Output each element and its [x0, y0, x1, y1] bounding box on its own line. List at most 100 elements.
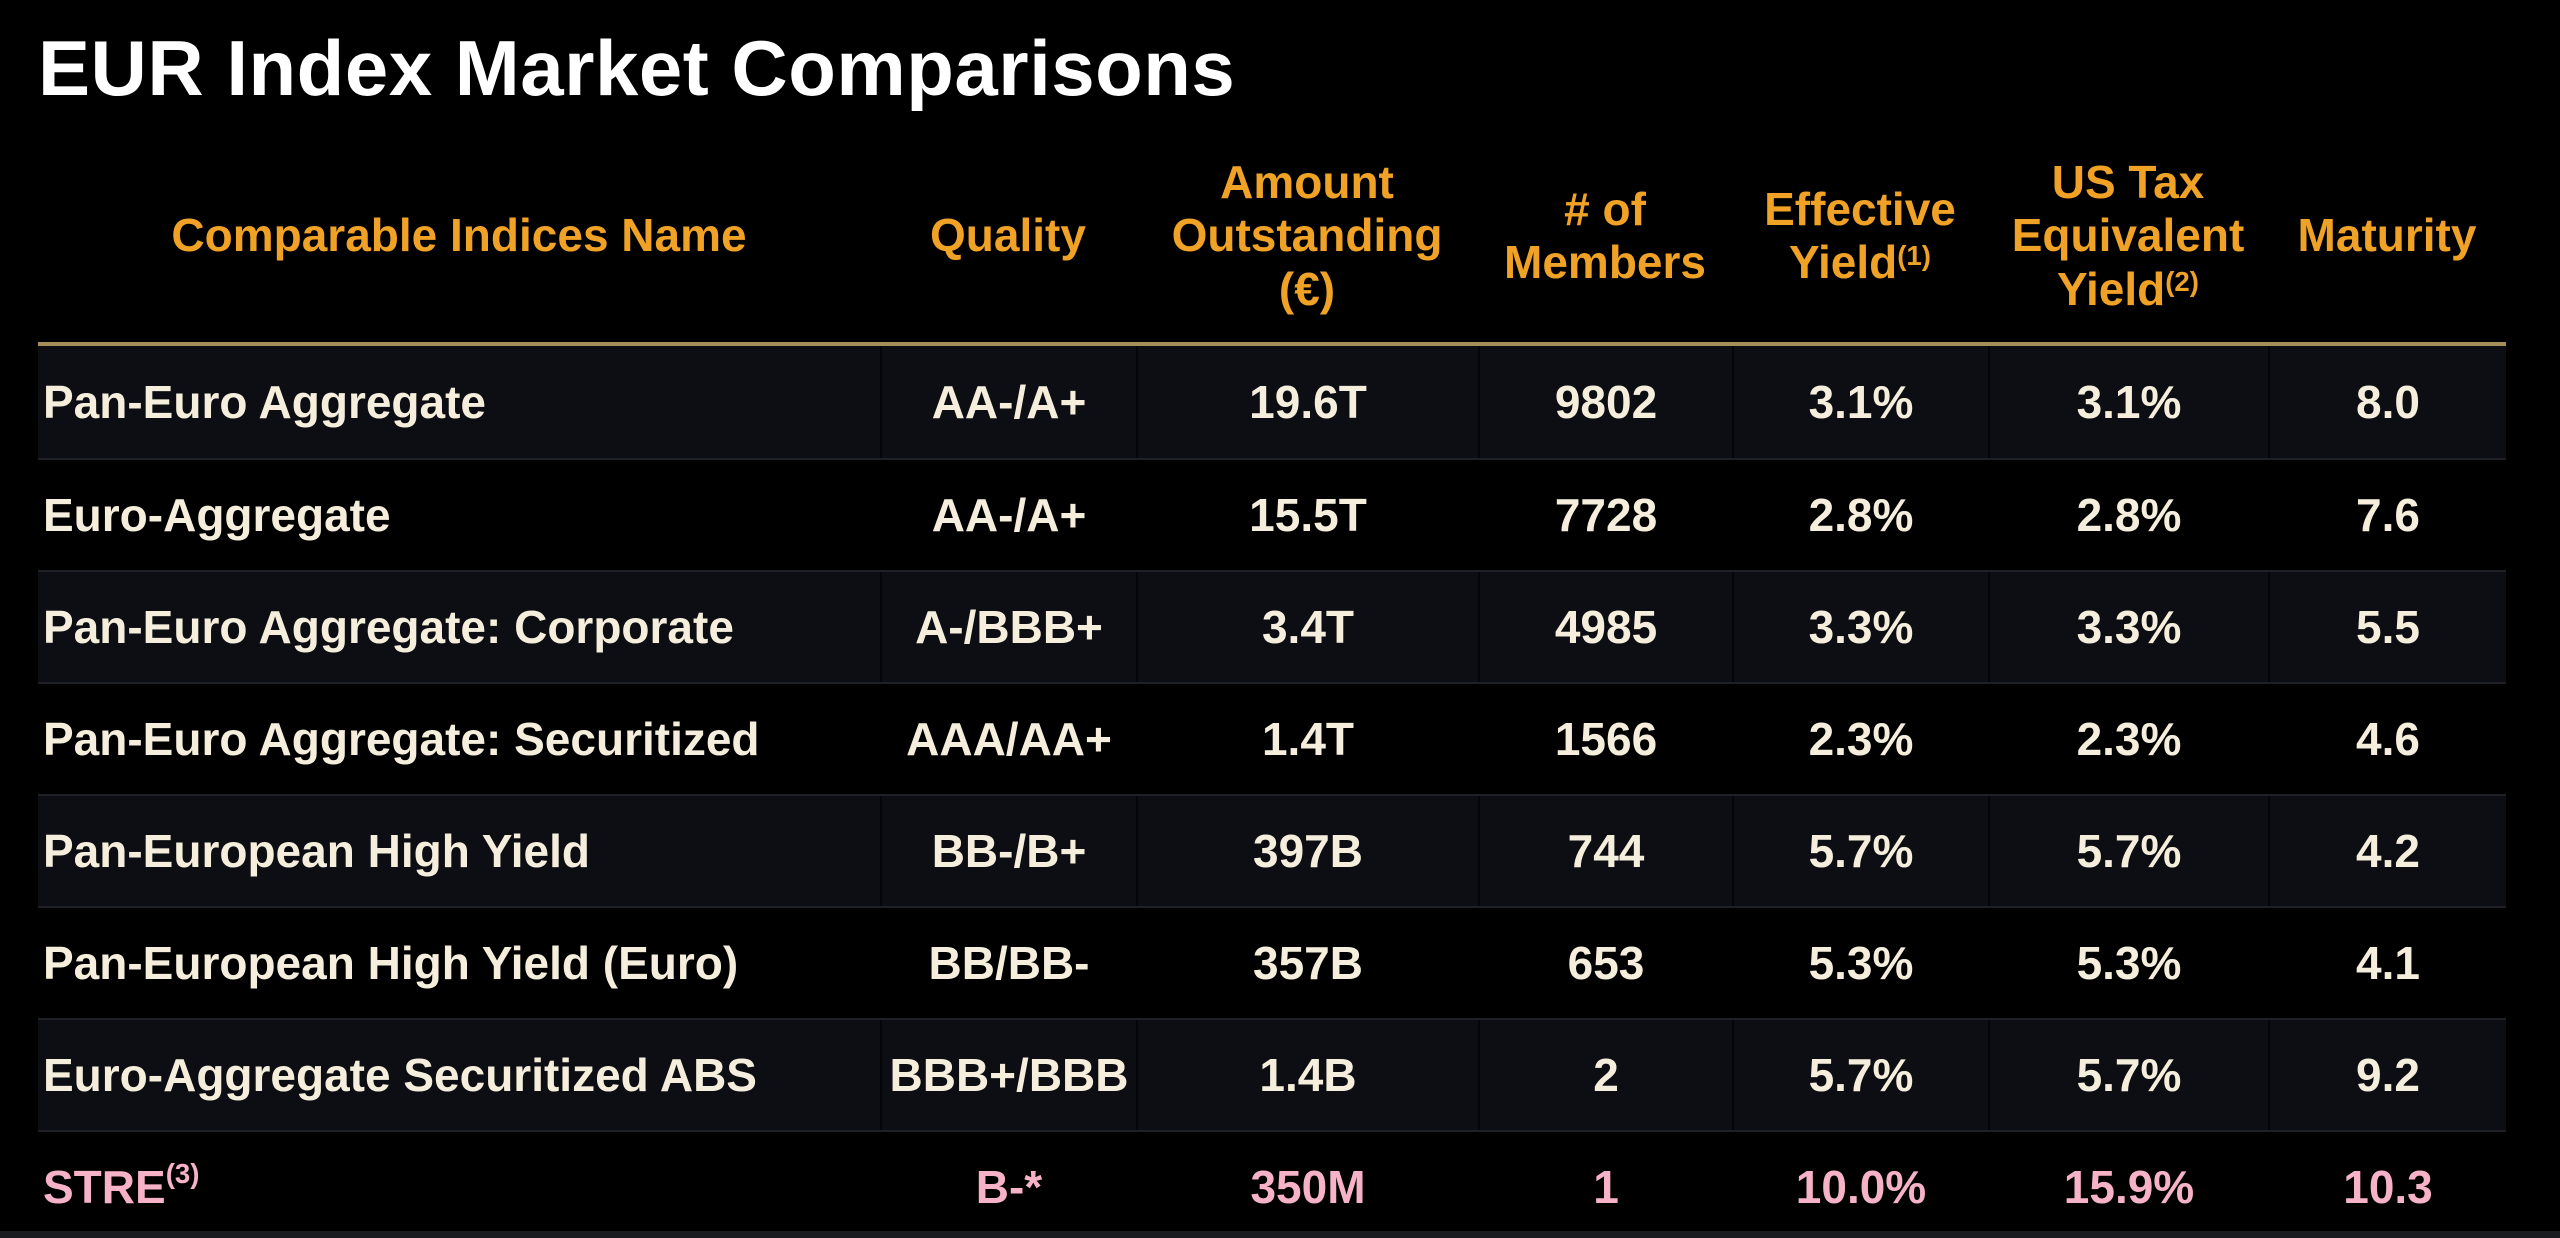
cell-effective_yield: 3.3% — [1732, 572, 1988, 682]
cell-maturity: 4.6 — [2268, 684, 2506, 794]
cell-value: BBB+/BBB — [889, 1049, 1129, 1101]
cell-us_tax_equivalent_yield: 5.3% — [1988, 908, 2268, 1018]
cell-members: 2 — [1478, 1020, 1732, 1130]
comparison-table: Comparable Indices Name Quality Amount Out… — [38, 130, 2506, 1238]
cell-quality: BB-/B+ — [880, 796, 1136, 906]
cell-us_tax_equivalent_yield: 3.1% — [1988, 346, 2268, 458]
cell-value: STRE — [43, 1161, 166, 1213]
cell-value: 3.3% — [2076, 601, 2182, 653]
cell-value: 1 — [1593, 1161, 1619, 1213]
cell-value: A-/BBB+ — [915, 601, 1103, 653]
cell-amount: 350M — [1136, 1132, 1478, 1238]
cell-value: 5.7% — [2076, 1049, 2182, 1101]
cell-us_tax_equivalent_yield: 3.3% — [1988, 572, 2268, 682]
cell-members: 744 — [1478, 796, 1732, 906]
table-row: Pan-European High Yield (Euro) BB/BB- 357B… — [38, 906, 2506, 1018]
cell-effective_yield: 10.0% — [1732, 1132, 1988, 1238]
cell-value: 5.7% — [1808, 1049, 1914, 1101]
cell-value: 10.0% — [1795, 1161, 1927, 1213]
cell-value: 1.4T — [1261, 713, 1355, 765]
cell-maturity: 9.2 — [2268, 1020, 2506, 1130]
table-row: Pan-European High Yield BB-/B+ 397B 744 5.7%… — [38, 794, 2506, 906]
col-header-quality: Quality — [880, 130, 1136, 342]
cell-value: Euro-Aggregate Securitized ABS — [43, 1049, 757, 1101]
table-row: STRE (3) B-* 350M 1 10.0% 15.9% 10.3 — [38, 1130, 2506, 1238]
col-header-name: Comparable Indices Name — [38, 130, 880, 342]
cell-value: 744 — [1567, 825, 1645, 877]
cell-members: 653 — [1478, 908, 1732, 1018]
cell-effective_yield: 5.3% — [1732, 908, 1988, 1018]
cell-maturity: 4.2 — [2268, 796, 2506, 906]
cell-name: Pan-Euro Aggregate: Securitized — [38, 684, 880, 794]
cell-value: 9802 — [1554, 376, 1658, 428]
cell-us_tax_equivalent_yield: 5.7% — [1988, 1020, 2268, 1130]
cell-value: AA-/A+ — [931, 376, 1087, 428]
cell-us_tax_equivalent_yield: 2.8% — [1988, 460, 2268, 570]
cell-value: 4.6 — [2356, 713, 2420, 765]
cell-value: 4985 — [1554, 601, 1658, 653]
cell-quality: AAA/AA+ — [880, 684, 1136, 794]
footnote-marker: (1) — [1897, 239, 1931, 271]
cell-name: Euro-Aggregate Securitized ABS — [38, 1020, 880, 1130]
cell-value: 5.5 — [2356, 601, 2420, 653]
cell-value: 10.3 — [2343, 1161, 2433, 1213]
cell-value: BB-/B+ — [931, 825, 1087, 877]
cell-value: 2.8% — [1808, 489, 1914, 541]
cell-value: B-* — [975, 1161, 1043, 1213]
cell-members: 1566 — [1478, 684, 1732, 794]
table-row: Pan-Euro Aggregate: Corporate A-/BBB+ 3.4T… — [38, 570, 2506, 682]
cell-maturity: 7.6 — [2268, 460, 2506, 570]
cell-value: Pan-European High Yield (Euro) — [43, 937, 739, 989]
cell-value: 4.1 — [2356, 937, 2420, 989]
cell-maturity: 10.3 — [2268, 1132, 2506, 1238]
cell-value: Euro-Aggregate — [43, 489, 391, 541]
cell-value: 7728 — [1554, 489, 1658, 541]
cell-value: 2.3% — [2076, 713, 2182, 765]
col-header-maturity: Maturity — [2268, 130, 2506, 342]
cell-value: 5.7% — [2076, 825, 2182, 877]
col-header-amount: Amount Outstanding (€) — [1136, 130, 1478, 342]
table-row: Pan-Euro Aggregate AA-/A+ 19.6T 9802 3.1% 3.1… — [38, 346, 2506, 458]
cell-value: 357B — [1253, 937, 1363, 989]
cell-value: 2.3% — [1808, 713, 1914, 765]
cell-quality: AA-/A+ — [880, 346, 1136, 458]
cell-maturity: 8.0 — [2268, 346, 2506, 458]
cell-value: 5.7% — [1808, 825, 1914, 877]
cell-value: AA-/A+ — [931, 489, 1087, 541]
col-header-label: US Tax Equivalent Yield — [2011, 155, 2245, 315]
table-row: Euro-Aggregate Securitized ABS BBB+/BBB 1.… — [38, 1018, 2506, 1130]
cell-value: 1.4B — [1259, 1049, 1357, 1101]
cell-value: 397B — [1253, 825, 1363, 877]
cell-members: 7728 — [1478, 460, 1732, 570]
cell-value: 3.1% — [1808, 376, 1914, 428]
cell-maturity: 4.1 — [2268, 908, 2506, 1018]
table-body: Pan-Euro Aggregate AA-/A+ 19.6T 9802 3.1% 3.1… — [38, 346, 2506, 1238]
col-header-label: Amount Outstanding (€) — [1171, 155, 1443, 315]
bottom-divider — [0, 1231, 2560, 1238]
cell-members: 9802 — [1478, 346, 1732, 458]
table-row: Euro-Aggregate AA-/A+ 15.5T 7728 2.8% 2.8% 7.6 — [38, 458, 2506, 570]
cell-amount: 397B — [1136, 796, 1478, 906]
cell-value: 19.6T — [1249, 376, 1367, 428]
cell-value: 5.3% — [1808, 937, 1914, 989]
cell-value: AAA/AA+ — [906, 713, 1112, 765]
cell-value: 653 — [1567, 937, 1645, 989]
cell-us_tax_equivalent_yield: 15.9% — [1988, 1132, 2268, 1238]
cell-value: 15.5T — [1249, 489, 1367, 541]
cell-value: Pan-Euro Aggregate: Securitized — [43, 713, 760, 765]
col-header-label: Effective Yield — [1764, 182, 1956, 288]
cell-effective_yield: 5.7% — [1732, 796, 1988, 906]
col-header-label: # of Members — [1504, 182, 1706, 288]
cell-amount: 3.4T — [1136, 572, 1478, 682]
cell-members: 4985 — [1478, 572, 1732, 682]
cell-value: 1566 — [1554, 713, 1658, 765]
cell-us_tax_equivalent_yield: 2.3% — [1988, 684, 2268, 794]
cell-maturity: 5.5 — [2268, 572, 2506, 682]
cell-effective_yield: 3.1% — [1732, 346, 1988, 458]
col-header-effective_yield: Effective Yield(1) — [1732, 130, 1988, 342]
cell-value: 350M — [1250, 1161, 1366, 1213]
cell-amount: 1.4B — [1136, 1020, 1478, 1130]
cell-name: Pan-Euro Aggregate: Corporate — [38, 572, 880, 682]
cell-amount: 15.5T — [1136, 460, 1478, 570]
